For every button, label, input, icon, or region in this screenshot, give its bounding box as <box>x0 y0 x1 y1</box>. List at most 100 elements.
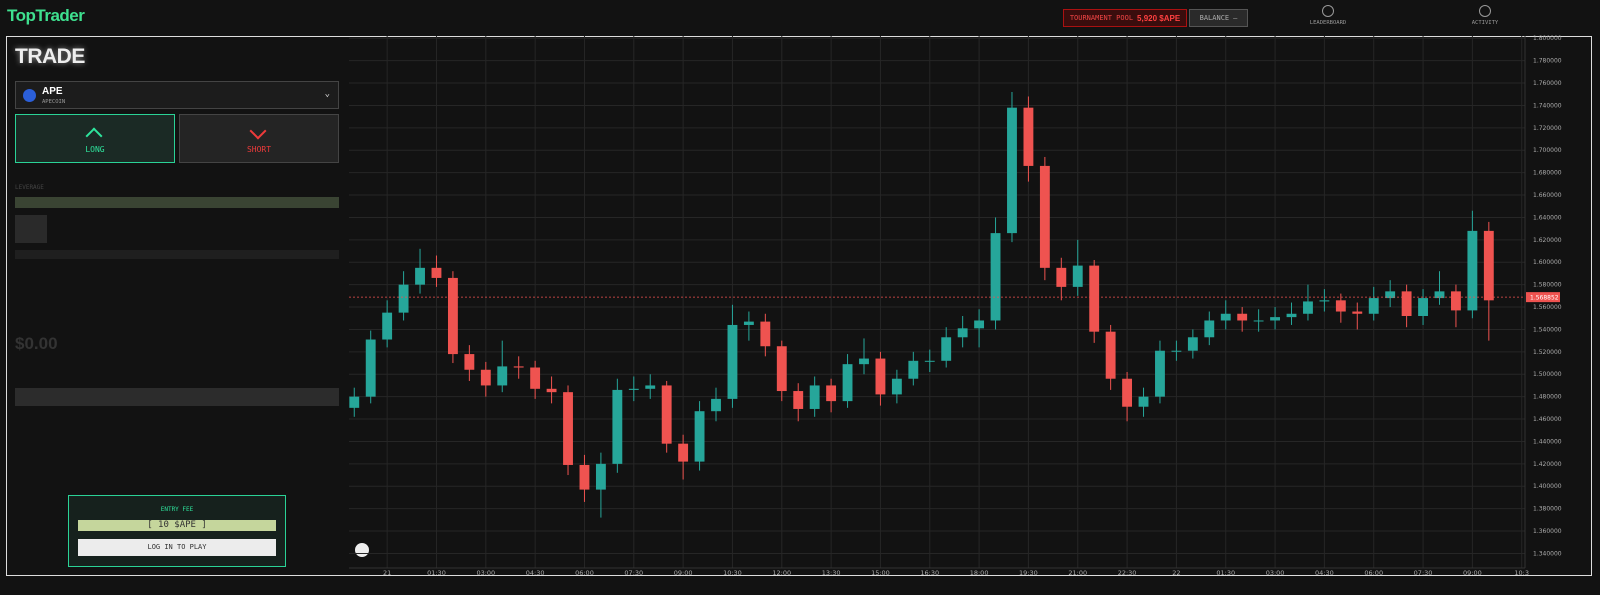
candle-body <box>1220 313 1231 321</box>
input <box>15 215 47 243</box>
candle-body <box>447 277 458 355</box>
candle-body <box>1039 165 1050 268</box>
y-tick-label: 1.500000 <box>1533 371 1562 378</box>
candle-body <box>1253 320 1264 322</box>
long-label: LONG <box>85 145 105 154</box>
x-tick-label: 19:30 <box>1019 569 1038 577</box>
candle-body <box>1335 300 1346 312</box>
candle-body <box>793 391 804 409</box>
candle-body <box>628 388 639 390</box>
y-tick-label: 1.560000 <box>1533 304 1562 311</box>
candle-body <box>1303 301 1313 314</box>
candle-body <box>1385 291 1396 299</box>
candle-body <box>415 267 425 285</box>
candle-body <box>957 328 968 338</box>
candle-body <box>398 284 409 313</box>
x-tick-label: 04:30 <box>1315 569 1334 577</box>
x-tick-label: 18:00 <box>970 569 989 577</box>
candle-body <box>563 392 573 465</box>
tournament-pool: TOURNAMENT POOL 5,920 $APE <box>1063 9 1187 27</box>
x-tick-label: 12:00 <box>772 569 791 577</box>
leverage-bar <box>15 197 339 208</box>
asset-icon <box>23 89 36 102</box>
y-tick-label: 1.780000 <box>1533 58 1562 65</box>
y-tick-label: 1.420000 <box>1533 461 1562 468</box>
y-tick-label: 1.380000 <box>1533 506 1562 513</box>
nav-label: LEADERBOARD <box>1309 20 1347 26</box>
candle-body <box>941 337 952 361</box>
x-tick-label: 09:00 <box>1463 569 1482 577</box>
candle-body <box>1434 291 1445 299</box>
candle-body <box>891 378 902 395</box>
candle-body <box>760 321 771 347</box>
nav-leaderboard[interactable]: LEADERBOARD <box>1298 5 1358 26</box>
y-tick-label: 1.600000 <box>1533 259 1562 266</box>
candle-body <box>1171 350 1182 352</box>
candle-body <box>1401 291 1412 316</box>
asset-select[interactable]: APE APECOIN ⌄ <box>15 81 339 109</box>
nav-activity[interactable]: ACTIVITY <box>1455 5 1515 26</box>
candle-body <box>1187 337 1198 351</box>
y-tick-label: 1.460000 <box>1533 416 1562 423</box>
login-button[interactable]: LOG IN TO PLAY <box>78 539 276 556</box>
icon <box>1479 5 1491 17</box>
candle-body <box>365 339 376 397</box>
short-button[interactable]: SHORT <box>179 114 339 163</box>
candle-body <box>1319 300 1330 302</box>
tv-logo <box>355 543 369 557</box>
x-tick-label: 06:00 <box>575 569 594 577</box>
x-tick-label: 07:30 <box>624 569 643 577</box>
candle-body <box>908 360 919 379</box>
x-tick-label: 22:30 <box>1118 569 1137 577</box>
candle-body <box>1023 107 1034 166</box>
x-tick-label: 03:00 <box>476 569 495 577</box>
x-tick-label: 10:3 <box>1514 569 1529 577</box>
balance-value: — <box>1233 14 1238 22</box>
candle-body <box>579 464 590 490</box>
candle-body <box>1007 107 1017 234</box>
entry-box: ENTRY FEE [ 10 $APE ] LOG IN TO PLAY <box>68 495 286 567</box>
leverage-label: LEVERAGE <box>15 184 44 191</box>
candle-body <box>661 385 672 444</box>
x-tick-label: 22 <box>1172 569 1180 577</box>
y-tick-label: 1.680000 <box>1533 170 1562 177</box>
candle-body <box>826 385 837 402</box>
y-tick-label: 1.620000 <box>1533 237 1562 244</box>
pool-value: 5,920 $APE <box>1137 13 1181 23</box>
last-price-badge <box>1526 292 1560 303</box>
disabled-button <box>15 388 339 406</box>
chevron: ⌄ <box>324 89 330 99</box>
candle-body <box>1286 313 1297 318</box>
asset-symbol: APE <box>42 86 63 97</box>
y-tick-label: 1.480000 <box>1533 394 1562 401</box>
trade-title: TRADE <box>15 45 85 68</box>
entry-label: ENTRY FEE <box>160 506 194 513</box>
x-tick-label: 16:30 <box>920 569 939 577</box>
candle-body <box>776 346 787 392</box>
y-tick-label: 1.360000 <box>1533 528 1562 535</box>
y-tick-label: 1.700000 <box>1533 147 1562 154</box>
candle-body <box>1483 230 1494 301</box>
candle-body <box>1451 291 1461 311</box>
short-label: SHORT <box>246 145 272 154</box>
candle-body <box>546 388 557 393</box>
candle-body <box>530 367 541 389</box>
candle-body <box>480 369 491 386</box>
y-tick-label: 1.740000 <box>1533 102 1562 109</box>
logo[interactable]: TopTrader <box>7 6 85 25</box>
candle-body <box>1155 350 1165 397</box>
long-button[interactable]: LONG <box>15 114 175 163</box>
entry-fee: [ 10 $APE ] <box>78 520 276 531</box>
candle-body <box>513 366 524 368</box>
candle-body <box>727 324 738 399</box>
y-tick-label: 1.660000 <box>1533 192 1562 199</box>
candle-body <box>974 320 985 329</box>
candle-body <box>349 396 360 408</box>
candle-body <box>497 366 508 386</box>
y-tick-label: 1.340000 <box>1533 550 1562 557</box>
nav-label: ACTIVITY <box>1471 20 1499 26</box>
y-tick-label: 1.640000 <box>1533 214 1562 221</box>
y-tick-label: 1.440000 <box>1533 438 1562 445</box>
candle-body <box>924 360 935 362</box>
x-tick-label: 03:00 <box>1266 569 1285 577</box>
